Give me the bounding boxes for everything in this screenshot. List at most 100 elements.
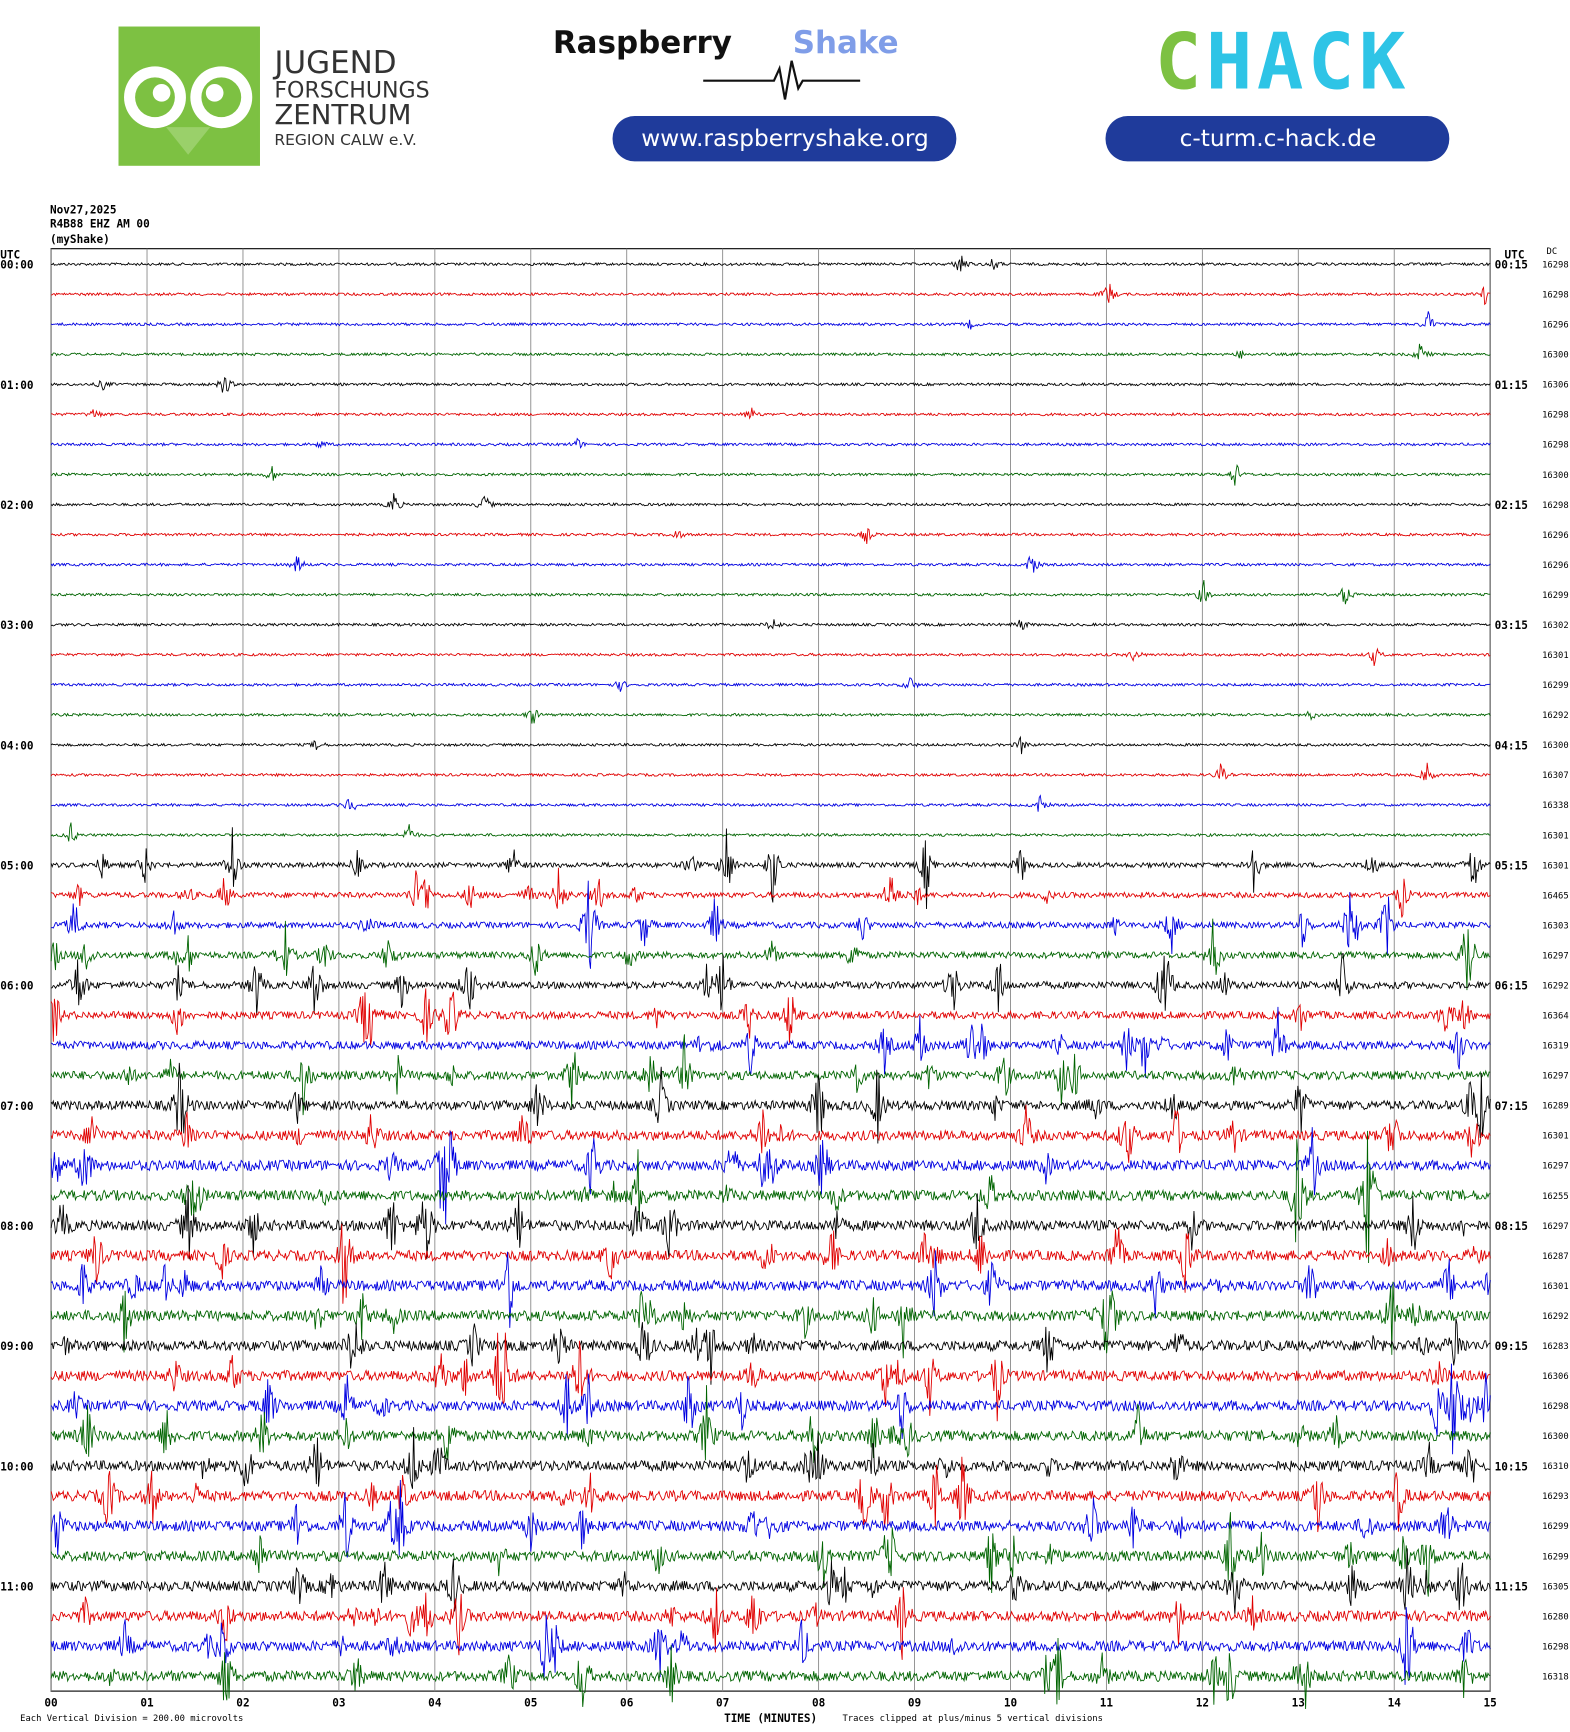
left-time-label: 05:00 xyxy=(0,859,33,872)
x-tick-label: 07 xyxy=(716,1697,729,1710)
right-time-label: 10:15 xyxy=(1495,1460,1528,1473)
dc-value: 16298 xyxy=(1542,291,1569,301)
trace xyxy=(50,1250,1491,1328)
rs-logo: Raspberry Shake www.raspberryshake.org xyxy=(553,25,957,162)
x-tick-label: 13 xyxy=(1292,1697,1305,1710)
trace xyxy=(51,407,1491,420)
trace xyxy=(50,794,1491,812)
trace xyxy=(50,1130,1491,1264)
trace xyxy=(50,1385,1491,1463)
trace xyxy=(50,1332,1491,1422)
chack-url: c-turm.c-hack.de xyxy=(1180,125,1377,152)
trace xyxy=(50,1587,1491,1660)
dc-value: 16289 xyxy=(1542,1102,1569,1112)
trace xyxy=(50,579,1491,605)
x-tick-label: 06 xyxy=(620,1697,634,1710)
right-time-label: 02:15 xyxy=(1495,499,1528,512)
trace xyxy=(50,1127,1491,1225)
x-tick-label: 01 xyxy=(140,1697,154,1710)
trace xyxy=(50,1638,1491,1710)
trace xyxy=(50,464,1491,486)
dc-value: 16303 xyxy=(1542,921,1569,931)
dc-value: 16300 xyxy=(1542,471,1569,481)
x-tick-label: 05 xyxy=(524,1697,537,1710)
dc-value: 16292 xyxy=(1542,711,1569,721)
trace xyxy=(51,255,1491,272)
dc-value: 16301 xyxy=(1542,861,1569,871)
dc-value: 16255 xyxy=(1542,1192,1569,1202)
dc-value: 16306 xyxy=(1542,381,1569,391)
trace xyxy=(50,1034,1491,1116)
left-time-label: 10:00 xyxy=(0,1460,33,1473)
trace xyxy=(50,1456,1491,1533)
right-time-label: 04:15 xyxy=(1495,739,1528,752)
x-tick-label: 09 xyxy=(908,1697,921,1710)
right-time-label: 08:15 xyxy=(1495,1220,1528,1233)
right-time-label: 01:15 xyxy=(1495,379,1528,392)
trace xyxy=(51,709,1491,724)
dc-value: 16318 xyxy=(1542,1672,1569,1682)
trace xyxy=(50,735,1491,755)
dc-value: 16292 xyxy=(1542,981,1569,991)
trace xyxy=(50,1062,1491,1144)
dc-value: 16465 xyxy=(1542,891,1569,901)
trace xyxy=(50,677,1491,692)
dc-value: 16299 xyxy=(1542,591,1569,601)
dc-value: 16299 xyxy=(1542,1522,1569,1532)
dc-value: 16307 xyxy=(1542,771,1569,781)
trace xyxy=(50,437,1491,449)
x-tick-label: 04 xyxy=(428,1697,442,1710)
dc-value: 16300 xyxy=(1542,741,1569,751)
dc-value: 16298 xyxy=(1542,1642,1569,1652)
left-time-label: 00:00 xyxy=(0,259,33,272)
dc-value: 16301 xyxy=(1542,831,1569,841)
dc-value: 16300 xyxy=(1542,1432,1569,1442)
dc-value: 16299 xyxy=(1542,1552,1569,1562)
left-time-label: 09:00 xyxy=(0,1340,33,1353)
left-time-label: 11:00 xyxy=(0,1580,33,1593)
trace xyxy=(50,867,1491,918)
trace xyxy=(50,1363,1491,1455)
trace xyxy=(50,1104,1491,1163)
trace xyxy=(50,827,1491,910)
dc-value: 16296 xyxy=(1542,561,1569,571)
trace xyxy=(50,1479,1491,1558)
right-time-label: 03:15 xyxy=(1495,619,1528,632)
scale-note: Each Vertical Division = 200.00 microvol… xyxy=(20,1714,243,1724)
chack-text: CHACK xyxy=(1155,17,1410,107)
dc-value: 16300 xyxy=(1542,351,1569,361)
jfz-text: JUGEND xyxy=(272,45,396,81)
trace xyxy=(50,918,1491,991)
right-time-label: 05:15 xyxy=(1495,859,1528,872)
jfz-logo: JUGEND FORSCHUNGS ZENTRUM REGION CALW e.… xyxy=(118,26,430,166)
trace xyxy=(50,1512,1491,1597)
dc-value: 16283 xyxy=(1542,1342,1569,1352)
trace xyxy=(50,1548,1491,1615)
dc-value: 16297 xyxy=(1542,1162,1569,1172)
jfz-text: ZENTRUM xyxy=(274,98,411,131)
dc-value: 16302 xyxy=(1542,621,1569,631)
dc-value: 16301 xyxy=(1542,651,1569,661)
trace xyxy=(50,619,1491,630)
dc-value: 16298 xyxy=(1542,411,1569,421)
rs-name: Shake xyxy=(793,25,899,61)
dc-value: 16296 xyxy=(1542,321,1569,331)
dc-value: 16293 xyxy=(1542,1492,1569,1502)
x-tick-label: 14 xyxy=(1388,1697,1402,1710)
right-time-label: 09:15 xyxy=(1495,1340,1528,1353)
dc-value: 16299 xyxy=(1542,681,1569,691)
clip-note: Traces clipped at plus/minus 5 vertical … xyxy=(842,1714,1102,1724)
trace xyxy=(50,555,1491,573)
left-time-label: 02:00 xyxy=(0,499,33,512)
dc-value: 16319 xyxy=(1542,1042,1569,1052)
left-time-label: 06:00 xyxy=(0,980,33,993)
dc-value: 16310 xyxy=(1542,1462,1569,1472)
dc-value: 16338 xyxy=(1542,801,1569,811)
trace xyxy=(50,953,1491,1016)
dc-value: 16292 xyxy=(1542,1312,1569,1322)
right-time-label: 00:15 xyxy=(1495,259,1528,272)
dc-value: 16297 xyxy=(1542,1222,1569,1232)
trace xyxy=(50,880,1491,969)
trace xyxy=(50,762,1491,781)
